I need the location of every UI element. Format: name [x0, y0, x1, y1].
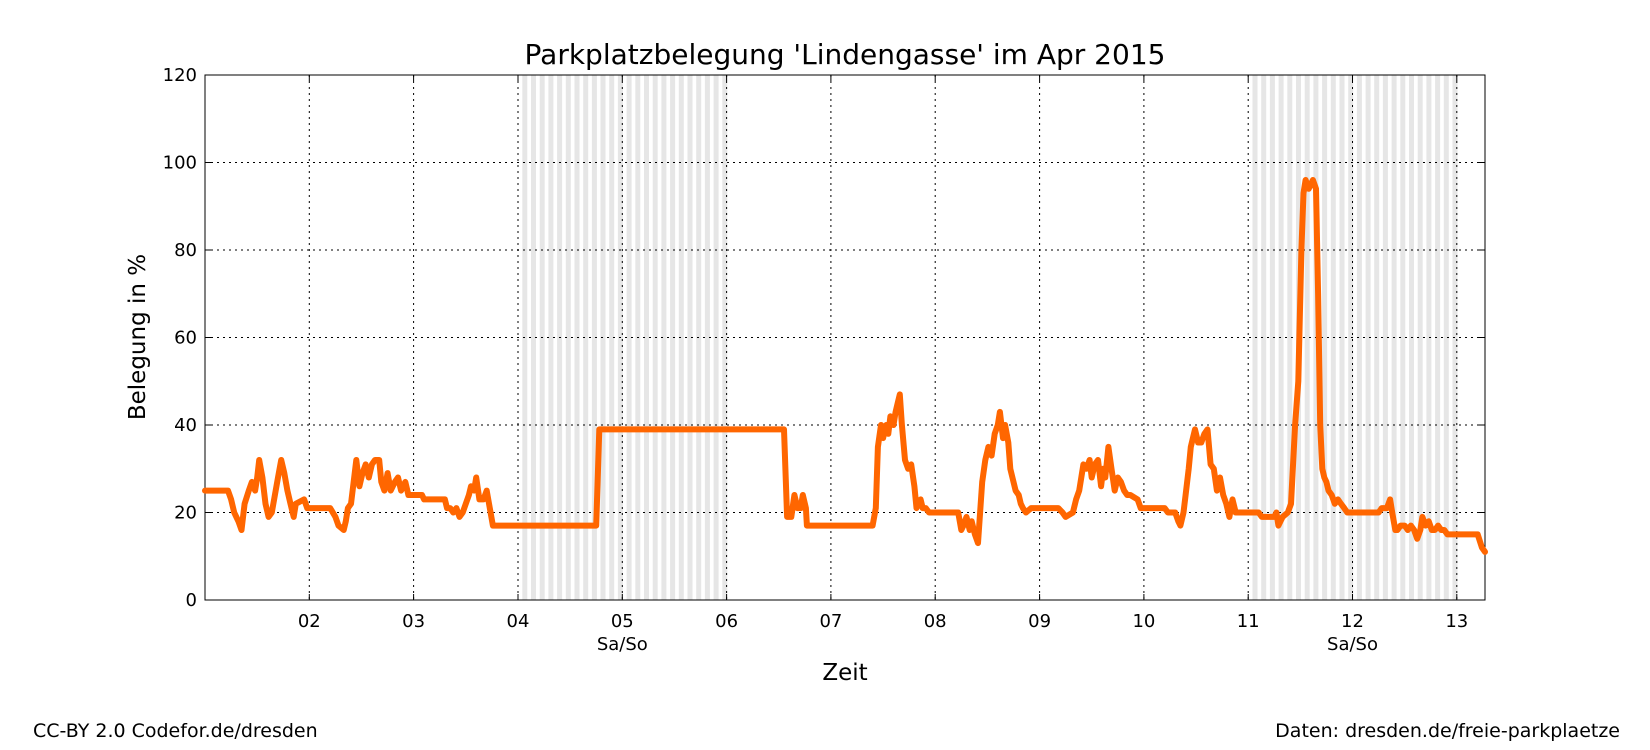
- x-tick-label: 02: [298, 611, 321, 632]
- x-tick-label: 10: [1132, 611, 1155, 632]
- weekend-stripe: [1304, 75, 1310, 600]
- weekend-stripe: [704, 75, 710, 600]
- weekend-stripe: [626, 75, 632, 600]
- weekend-stripe: [583, 75, 589, 600]
- x-tick-label: 05: [611, 611, 634, 632]
- weekend-label: Sa/So: [597, 634, 648, 655]
- weekend-stripe: [1435, 75, 1441, 600]
- weekend-stripe: [591, 75, 597, 600]
- weekend-stripe: [1400, 75, 1406, 600]
- series-layer: [202, 177, 1488, 555]
- weekend-stripe: [1339, 75, 1345, 600]
- x-tick-label: 09: [1028, 611, 1051, 632]
- weekend-label: Sa/So: [1327, 634, 1378, 655]
- y-axis-label: Belegung in %: [125, 254, 151, 420]
- y-tick-label: 40: [174, 415, 197, 436]
- x-tick-label: 04: [507, 611, 530, 632]
- weekend-stripe: [687, 75, 693, 600]
- weekend-stripe: [1443, 75, 1449, 600]
- weekend-stripe: [661, 75, 667, 600]
- weekend-stripe: [1261, 75, 1267, 600]
- data-source-text: Daten: dresden.de/freie-parkplaetze: [1275, 720, 1620, 742]
- y-tick-label: 120: [163, 65, 197, 86]
- axis-tick-labels: Sa/So Sa/So 02 03 04 05 06 07 08 09 10 11 12 13 0 20 40 6…: [163, 65, 1469, 655]
- chart-title: Parkplatzbelegung 'Lindengasse' im Apr 2…: [525, 38, 1166, 71]
- axis-ticks: [205, 74, 1485, 601]
- weekend-stripe: [548, 75, 554, 600]
- weekend-stripe: [1417, 75, 1423, 600]
- weekend-stripe: [1426, 75, 1432, 600]
- weekend-stripe: [1269, 75, 1275, 600]
- weekend-stripe: [1382, 75, 1388, 600]
- y-tick-label: 0: [186, 590, 197, 611]
- y-tick-label: 20: [174, 503, 197, 524]
- weekend-stripe: [678, 75, 684, 600]
- weekend-stripe: [1278, 75, 1284, 600]
- x-tick-label: 03: [402, 611, 425, 632]
- occupancy-series-line: [202, 177, 1488, 555]
- weekend-stripe: [531, 75, 536, 600]
- weekend-stripe: [609, 75, 615, 600]
- weekend-stripe: [1287, 75, 1293, 600]
- weekend-stripe: [722, 75, 728, 600]
- x-tick-label: 11: [1237, 611, 1260, 632]
- x-tick-label: 13: [1445, 611, 1468, 632]
- weekend-stripe: [670, 75, 676, 600]
- x-axis-label: Zeit: [822, 660, 867, 686]
- y-tick-label: 60: [174, 328, 197, 349]
- y-tick-label: 100: [163, 153, 197, 174]
- weekend-stripe: [1322, 75, 1328, 600]
- y-tick-label: 80: [174, 240, 197, 261]
- grid: [205, 75, 1485, 600]
- weekend-stripe: [1356, 75, 1362, 600]
- x-tick-label: 06: [715, 611, 738, 632]
- weekend-stripe: [644, 75, 649, 600]
- x-tick-label: 07: [819, 611, 842, 632]
- weekend-stripe: [1365, 75, 1371, 600]
- x-tick-label: 08: [924, 611, 947, 632]
- weekend-stripe: [565, 75, 571, 600]
- x-tick-label: 12: [1341, 611, 1364, 632]
- weekend-stripe: [1348, 75, 1354, 600]
- license-text: CC-BY 2.0 Codefor.de/dresden: [33, 720, 318, 742]
